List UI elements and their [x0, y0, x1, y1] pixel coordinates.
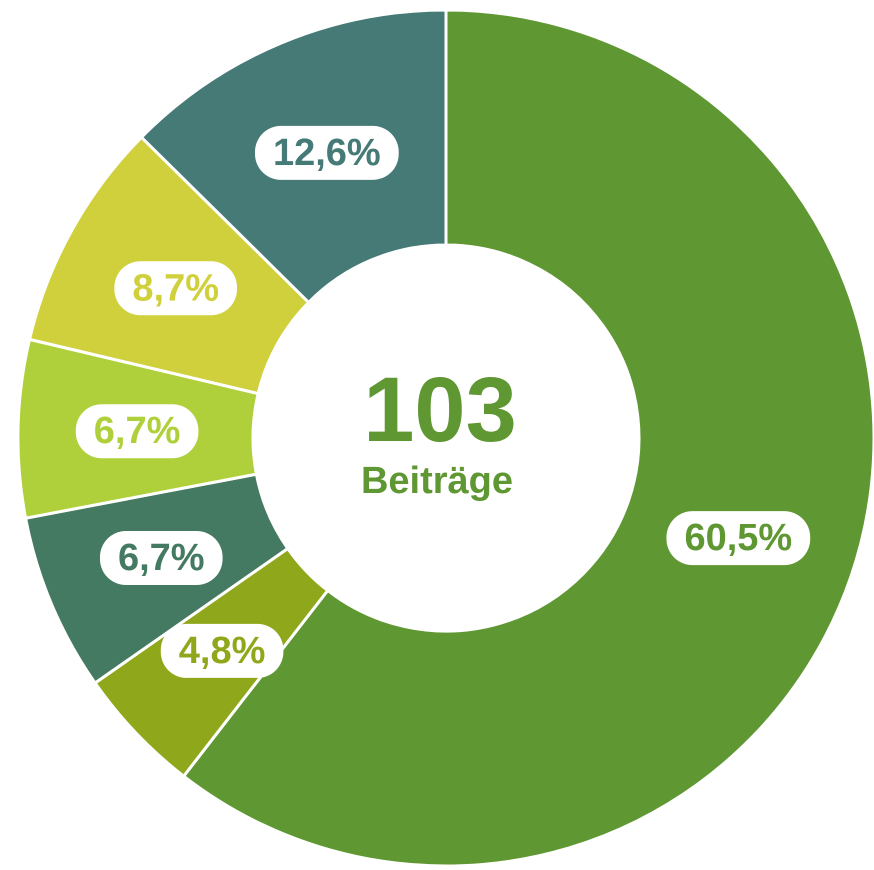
labels: 60,5% 4,8% 6,7% 6,7% 8,7% 12,6% [75, 125, 811, 678]
value-label: 60,5% [666, 511, 811, 566]
center-value: 103 [363, 359, 517, 461]
label-pill [99, 531, 223, 586]
label-pill [666, 511, 811, 566]
value-label: 12,6% [254, 125, 399, 180]
value-label-text: 6,7% [118, 537, 205, 579]
slice [181, 8, 874, 868]
label-pill [75, 404, 199, 459]
value-label-text: 60,5% [684, 517, 792, 559]
value-label-text: 12,6% [273, 132, 381, 174]
value-label-text: 6,7% [94, 410, 181, 452]
center-label: Beiträge [361, 460, 513, 502]
value-label-text: 8,7% [132, 267, 219, 309]
value-label: 6,7% [75, 404, 199, 459]
value-label: 6,7% [99, 531, 223, 586]
label-pill [254, 125, 399, 180]
value-label: 8,7% [114, 261, 238, 316]
label-pill [114, 261, 238, 316]
label-pill [160, 623, 284, 678]
value-label: 4,8% [160, 623, 284, 678]
value-label-text: 4,8% [179, 630, 266, 672]
